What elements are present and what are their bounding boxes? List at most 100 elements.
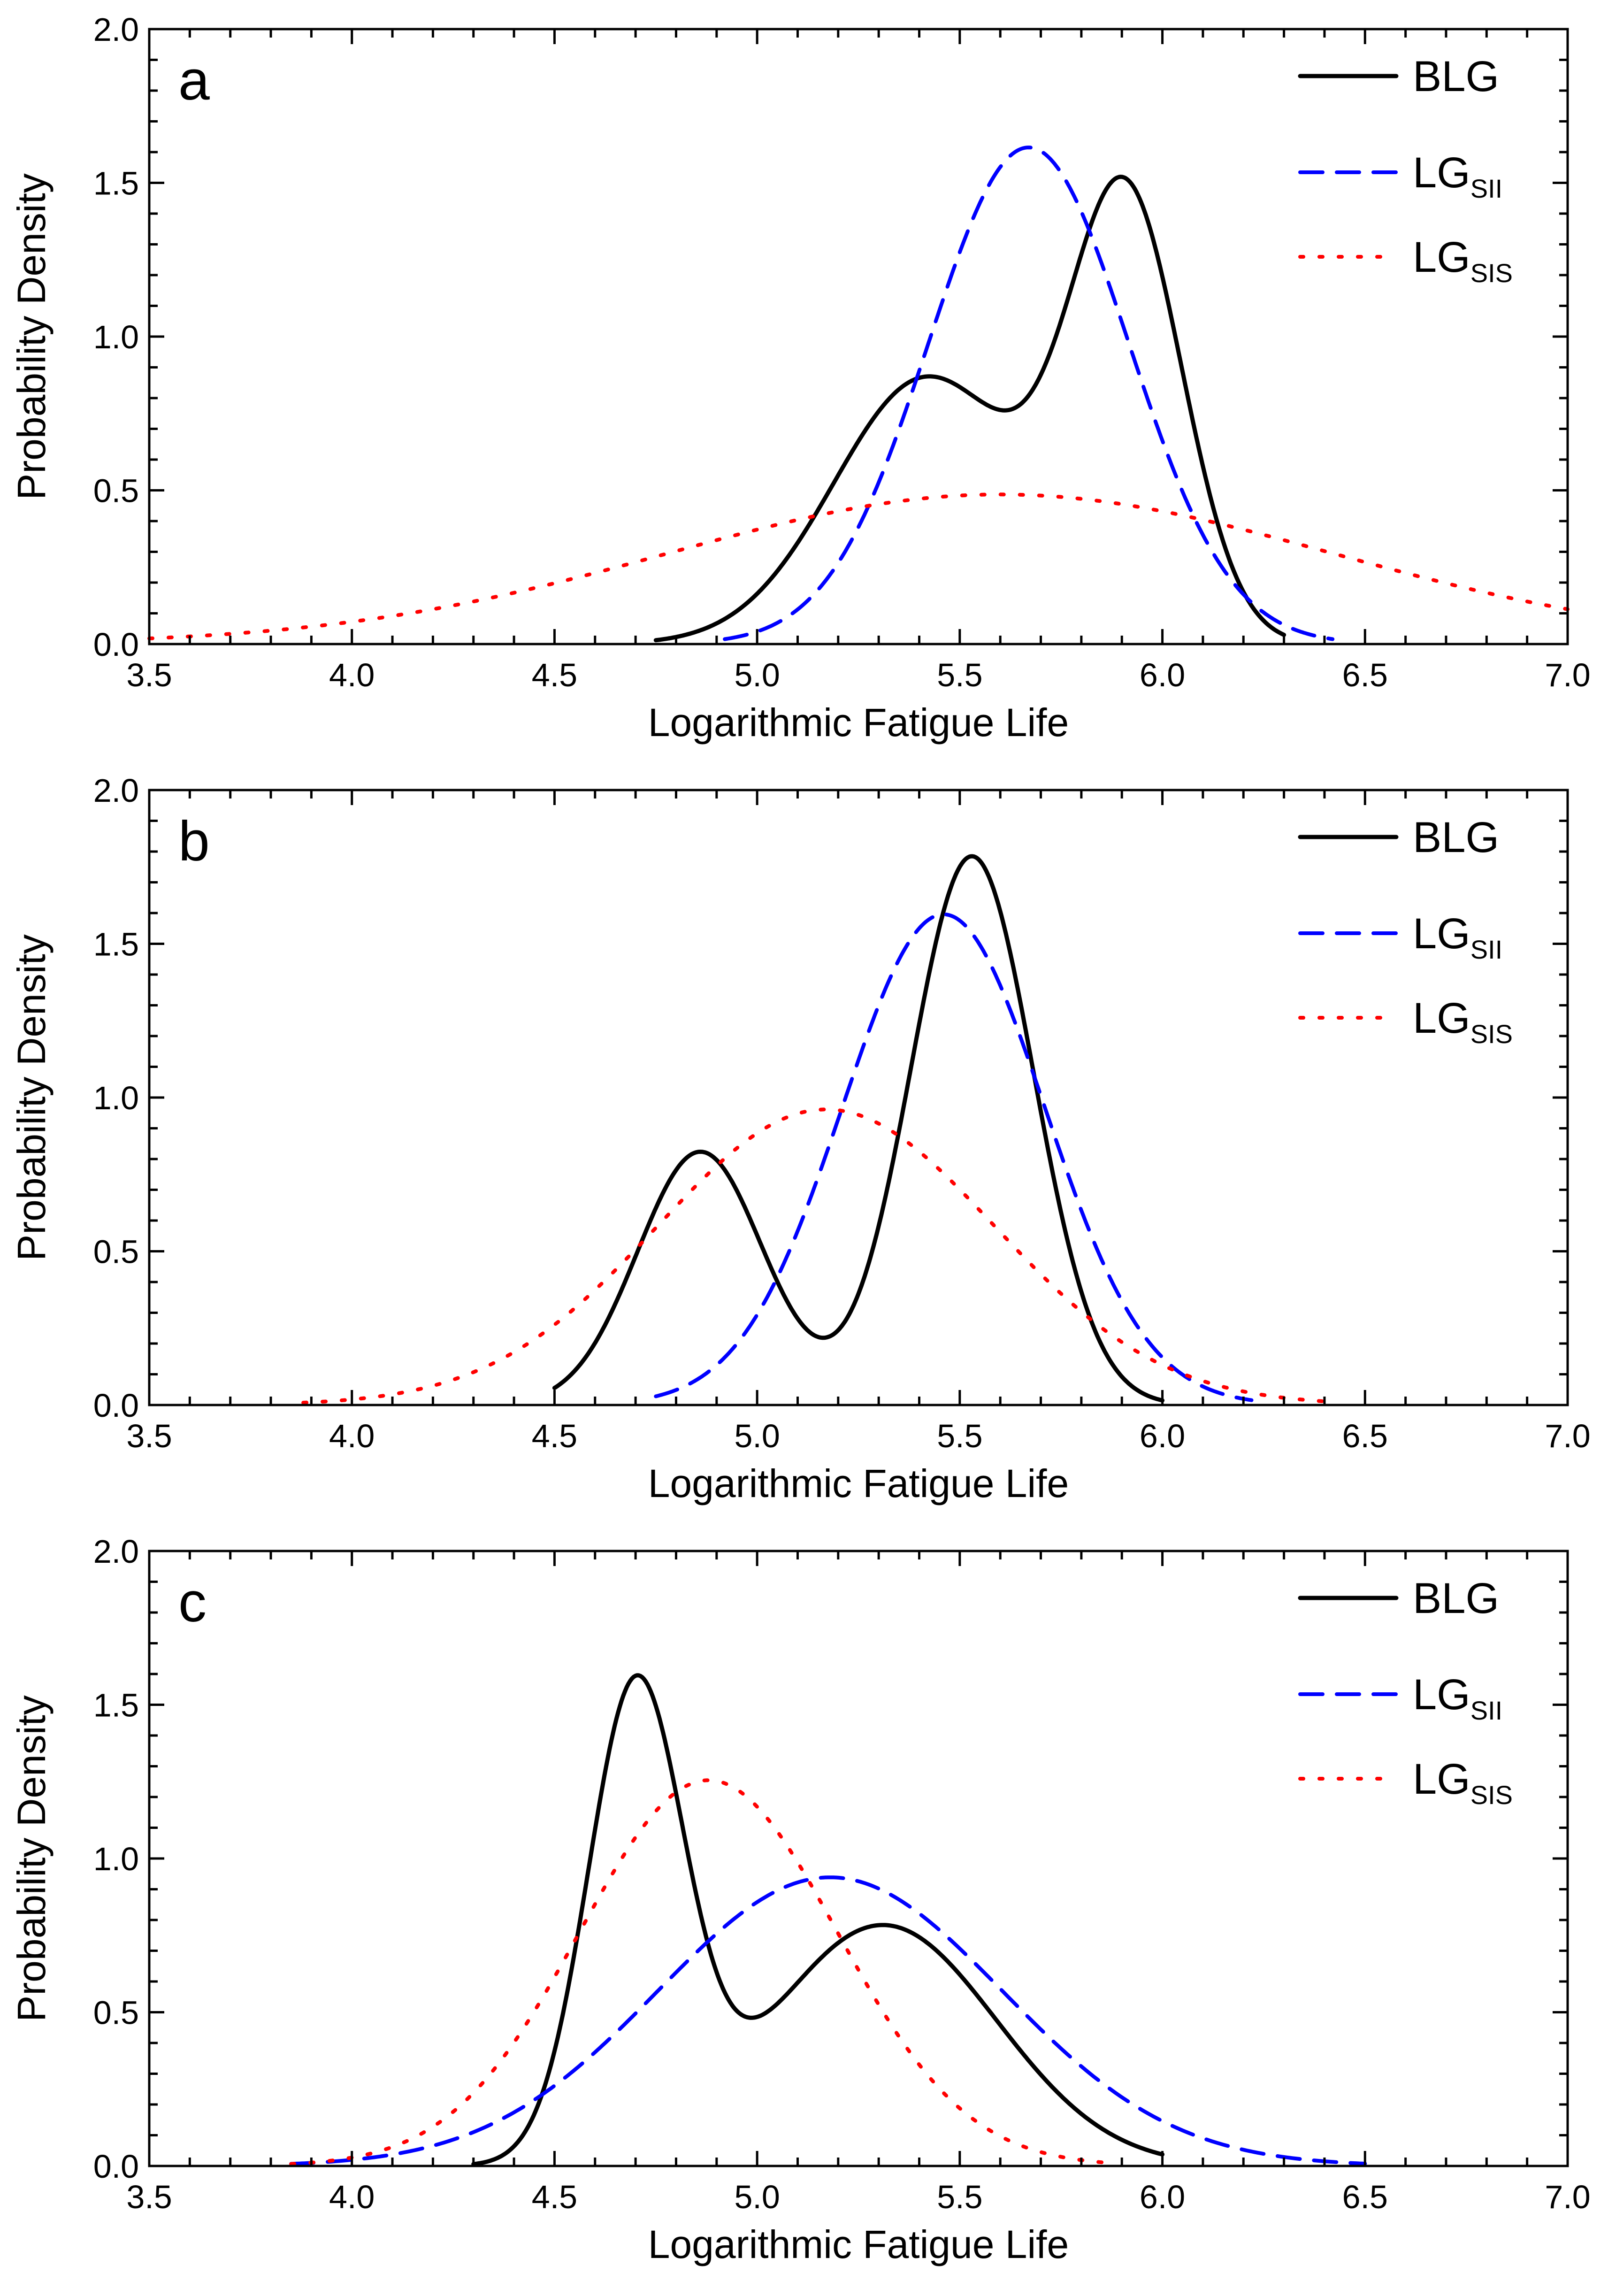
y-tick-label: 1.0 [93, 1080, 139, 1116]
y-tick-label: 1.5 [93, 926, 139, 963]
x-tick-label: 5.5 [937, 657, 982, 693]
x-tick-label: 4.5 [532, 1418, 577, 1454]
y-tick-labels: 0.0 0.5 1.0 1.5 2.0 [93, 11, 139, 663]
legend-subscript: SII [1470, 1696, 1502, 1725]
x-axis-title: Logarithmic Fatigue Life [648, 700, 1069, 745]
y-ticks [149, 28, 1568, 645]
x-axis-title: Logarithmic Fatigue Life [648, 2222, 1069, 2266]
y-tick-label: 0.0 [93, 626, 139, 663]
x-ticks [148, 790, 1569, 1405]
series-layer [301, 854, 1326, 1405]
series-line-lg-sii [723, 146, 1335, 641]
x-tick-labels: 3.5 4.0 4.5 5.0 5.5 6.0 6.5 7.0 [126, 1418, 1590, 1454]
x-tick-label: 5.5 [937, 1418, 982, 1454]
y-tick-label: 1.5 [93, 1687, 139, 1724]
series-line-lg-sii [289, 1875, 1367, 2166]
x-ticks [148, 1551, 1569, 2166]
y-tick-label: 1.0 [93, 319, 139, 355]
y-tick-label: 0.5 [93, 1995, 139, 2031]
y-tick-label: 1.0 [93, 1841, 139, 1877]
legend-label: LGSIS [1413, 994, 1513, 1049]
y-axis-title: Probability Density [9, 173, 54, 500]
series-line-lg-sis [301, 1107, 1326, 1405]
x-axis-title: Logarithmic Fatigue Life [648, 1461, 1069, 1505]
x-tick-label: 7.0 [1545, 2179, 1590, 2215]
x-tick-labels: 3.5 4.0 4.5 5.0 5.5 6.0 6.5 7.0 [126, 2179, 1590, 2215]
legend-label: LGSII [1413, 149, 1502, 203]
x-tick-label: 4.5 [532, 2179, 577, 2215]
x-tick-label: 4.5 [532, 657, 577, 693]
x-tick-label: 6.0 [1140, 2179, 1185, 2215]
x-tick-label: 6.5 [1342, 657, 1388, 693]
legend-name: LG [1413, 233, 1470, 281]
legend-label: BLG [1413, 814, 1499, 861]
series-layer [289, 1673, 1367, 2166]
chart-panel-a: 0.0 0.5 1.0 1.5 2.0 3.5 4.0 4.5 5.0 5.5 … [9, 11, 1591, 745]
chart-panel-c: 0.0 0.5 1.0 1.5 2.0 3.5 4.0 4.5 5.0 5.5 … [9, 1533, 1591, 2266]
legend-subscript: SII [1470, 174, 1502, 203]
legend-subscript: SIS [1470, 1019, 1513, 1049]
legend: BLG LGSII LGSIS [1298, 814, 1513, 1049]
y-ticks [149, 789, 1568, 1406]
legend-label: BLG [1413, 1574, 1499, 1622]
y-tick-label: 2.0 [93, 11, 139, 48]
series-layer [147, 146, 1570, 643]
x-tick-label: 4.0 [329, 657, 375, 693]
chart-panel-b: 0.0 0.5 1.0 1.5 2.0 3.5 4.0 4.5 5.0 5.5 … [9, 772, 1591, 1505]
x-tick-label: 3.5 [126, 2179, 172, 2215]
legend-label: LGSII [1413, 1671, 1502, 1725]
x-tick-label: 6.5 [1342, 1418, 1388, 1454]
legend-name: LG [1413, 994, 1470, 1042]
series-line-blg [552, 854, 1165, 1403]
x-tick-label: 5.0 [734, 657, 780, 693]
x-tick-label: 3.5 [126, 1418, 172, 1454]
y-tick-label: 0.0 [93, 2148, 139, 2185]
x-tick-label: 5.5 [937, 2179, 982, 2215]
x-tick-label: 3.5 [126, 657, 172, 693]
y-tick-label: 2.0 [93, 772, 139, 809]
legend-name: LG [1413, 1755, 1470, 1803]
x-tick-labels: 3.5 4.0 4.5 5.0 5.5 6.0 6.5 7.0 [126, 657, 1590, 693]
series-line-lg-sii [654, 912, 1254, 1402]
y-axis-title: Probability Density [9, 1695, 54, 2022]
x-tick-label: 4.0 [329, 1418, 375, 1454]
legend-subscript: SII [1470, 935, 1502, 964]
y-tick-label: 0.5 [93, 1234, 139, 1270]
series-line-blg [653, 175, 1286, 643]
y-ticks [149, 1550, 1568, 2167]
x-tick-label: 6.0 [1140, 657, 1185, 693]
y-axis-title: Probability Density [9, 934, 54, 1261]
legend-name: LG [1413, 1671, 1470, 1719]
y-tick-labels: 0.0 0.5 1.0 1.5 2.0 [93, 772, 139, 1424]
x-tick-label: 5.0 [734, 1418, 780, 1454]
x-tick-label: 6.0 [1140, 1418, 1185, 1454]
legend-name: BLG [1413, 1574, 1499, 1622]
x-ticks [148, 29, 1569, 644]
legend-subscript: SIS [1470, 1780, 1513, 1810]
legend-label: BLG [1413, 53, 1499, 100]
y-tick-label: 0.5 [93, 473, 139, 509]
x-tick-label: 5.0 [734, 2179, 780, 2215]
legend-name: BLG [1413, 53, 1499, 100]
legend-name: LG [1413, 149, 1470, 197]
y-tick-labels: 0.0 0.5 1.0 1.5 2.0 [93, 1533, 139, 2185]
y-tick-label: 1.5 [93, 165, 139, 202]
panel-label: b [178, 810, 210, 873]
x-tick-label: 4.0 [329, 2179, 375, 2215]
y-tick-label: 0.0 [93, 1387, 139, 1424]
legend-label: LGSIS [1413, 233, 1513, 288]
x-tick-label: 7.0 [1545, 1418, 1590, 1454]
panel-label: c [178, 1571, 207, 1634]
legend: BLG LGSII LGSIS [1298, 1574, 1513, 1810]
legend-subscript: SIS [1470, 258, 1513, 288]
x-tick-label: 7.0 [1545, 657, 1590, 693]
x-tick-label: 6.5 [1342, 2179, 1388, 2215]
legend-label: LGSII [1413, 910, 1502, 964]
y-tick-label: 2.0 [93, 1533, 139, 1570]
legend-label: LGSIS [1413, 1755, 1513, 1810]
legend-name: BLG [1413, 814, 1499, 861]
legend-name: LG [1413, 910, 1470, 958]
legend: BLG LGSII LGSIS [1298, 53, 1513, 288]
